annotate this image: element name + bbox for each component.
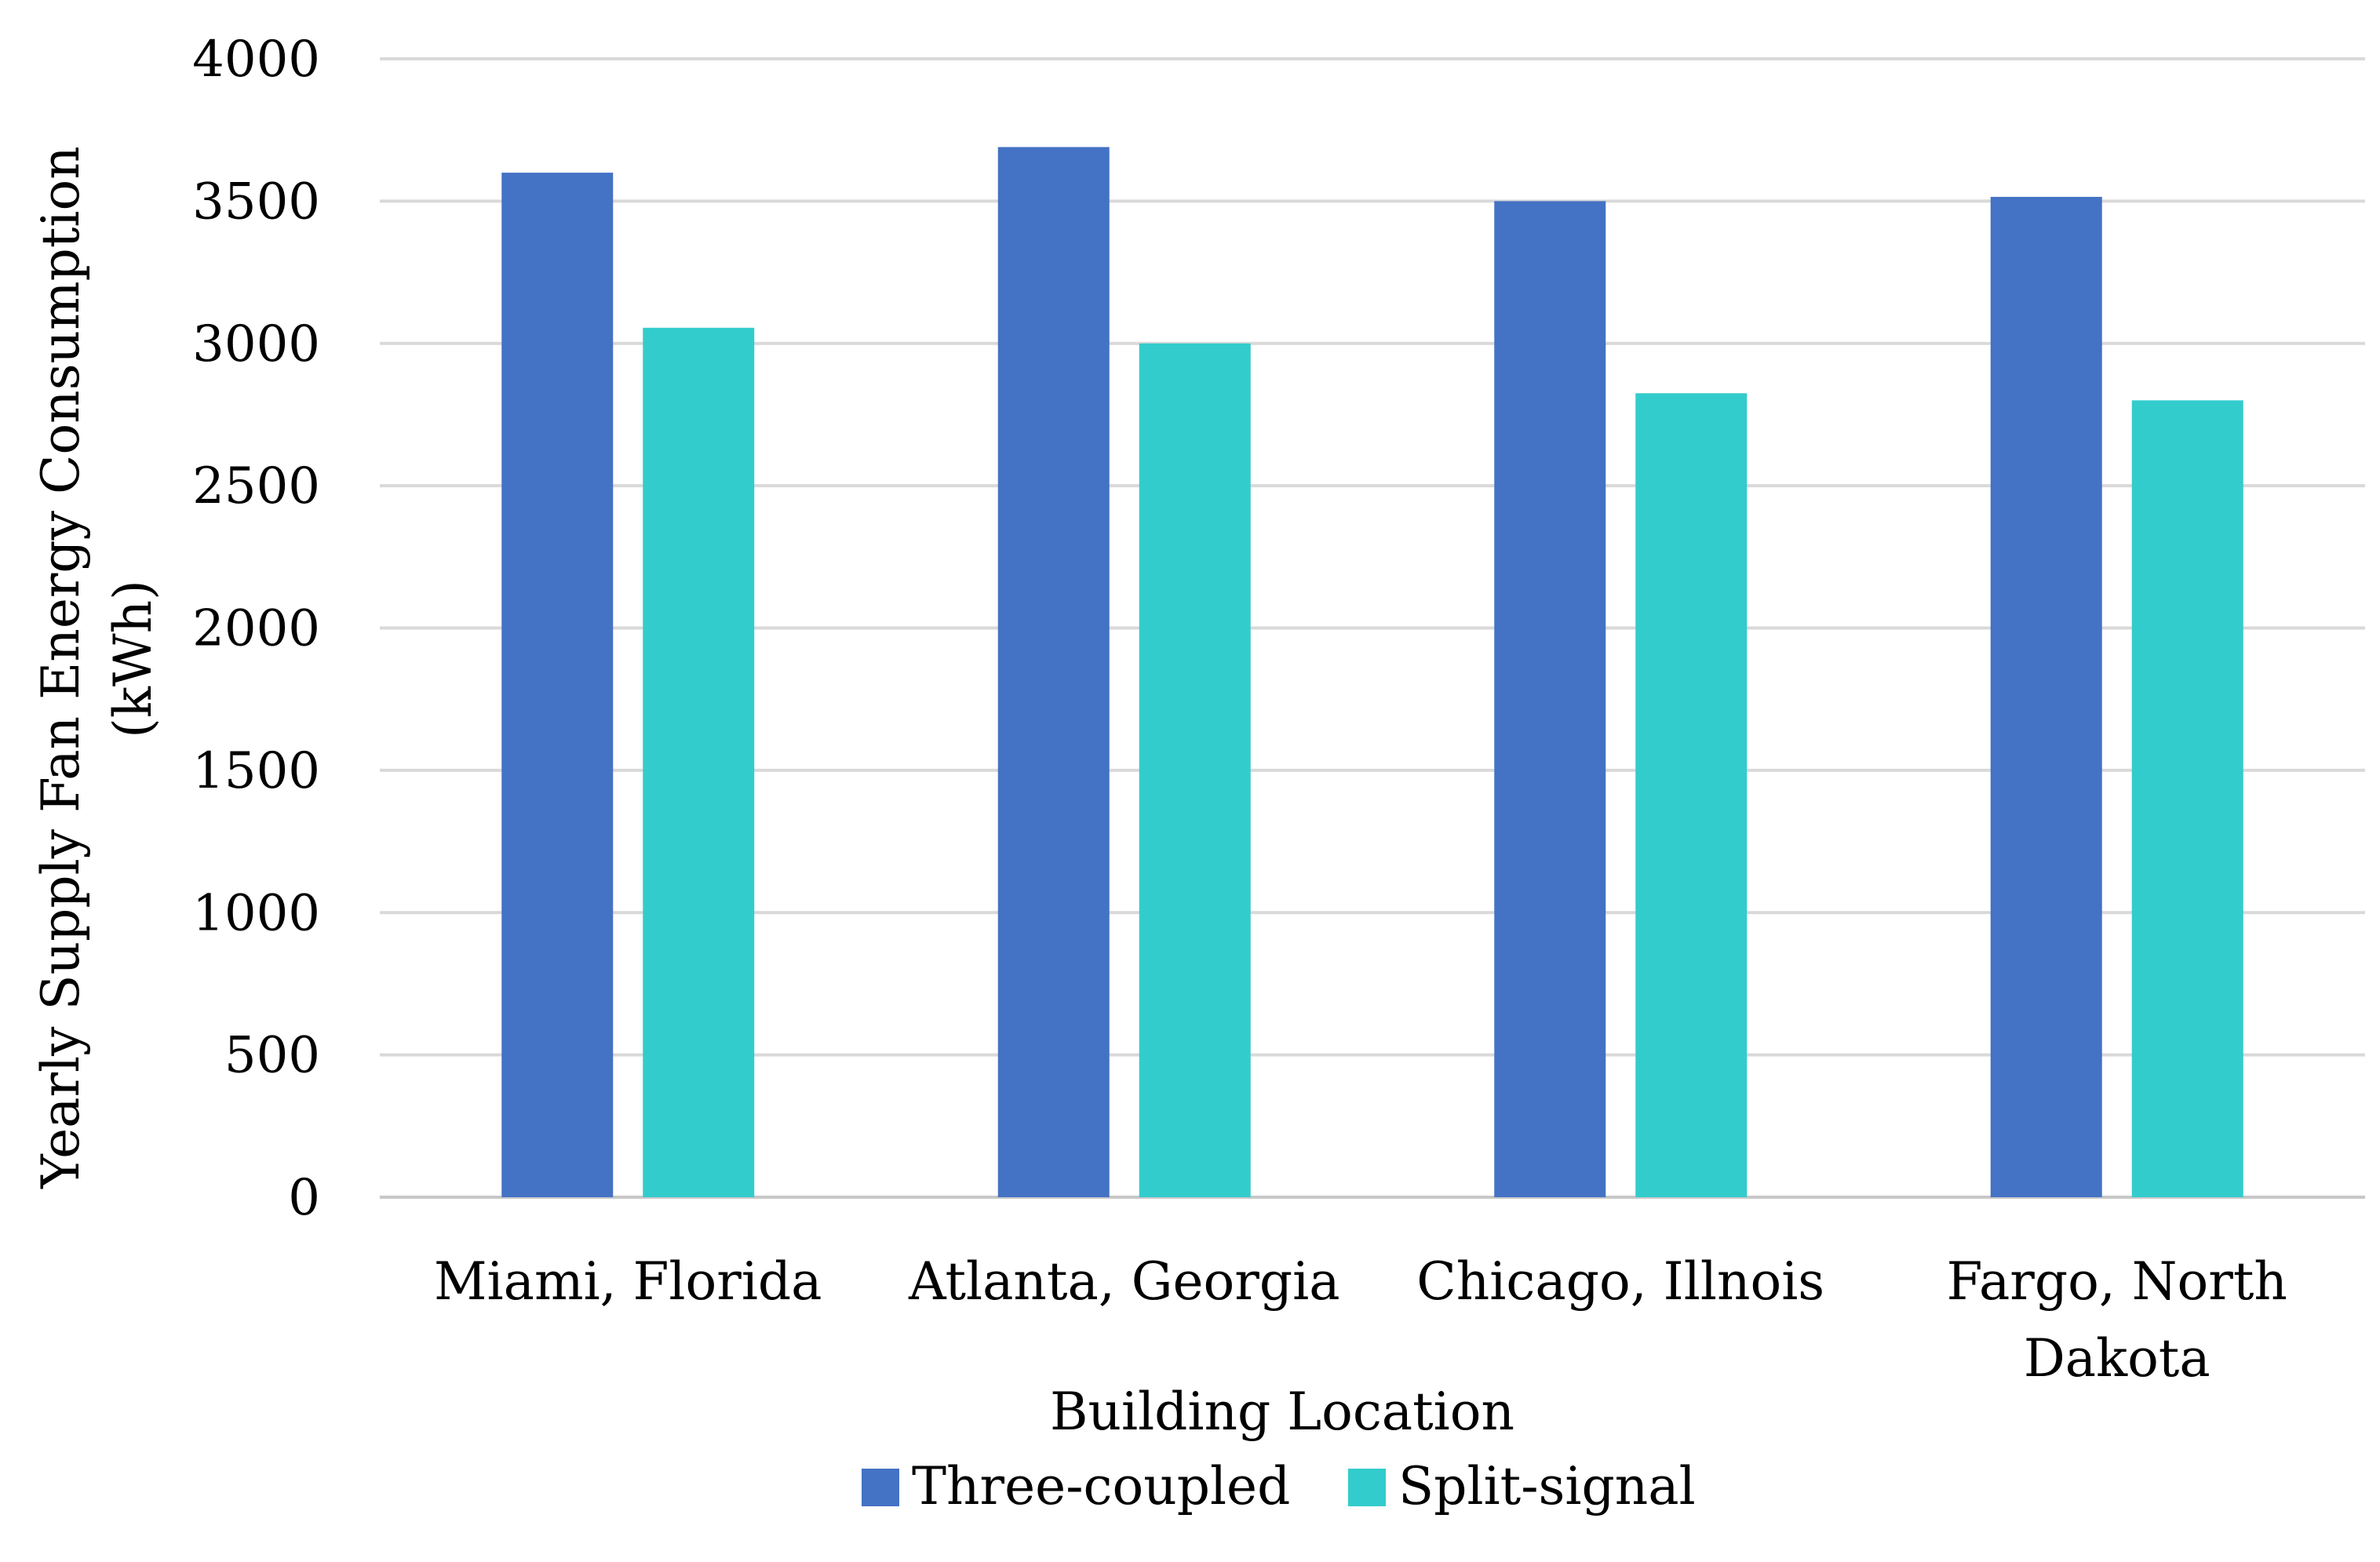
y-axis-title: Yearly Supply Fan Energy Consumption (kW… bbox=[31, 129, 163, 1189]
legend-swatch-split-signal bbox=[1348, 1469, 1386, 1506]
bar-split-signal bbox=[1635, 393, 1748, 1198]
y-axis-title-line-1: Yearly Supply Fan Energy Consumption bbox=[31, 146, 91, 1189]
bars bbox=[501, 147, 2243, 1198]
y-axis-title-line-2: (kWh) bbox=[103, 580, 163, 738]
x-axis-categories: Miami, Florida Atlanta, Georgia Chicago, I… bbox=[434, 1251, 2287, 1389]
x-category-label: Miami, Florida bbox=[434, 1251, 822, 1312]
y-tick-label: 1500 bbox=[192, 742, 320, 800]
y-tick-label: 4000 bbox=[192, 31, 320, 89]
x-category-label: Fargo, North Dakota bbox=[1947, 1251, 2287, 1389]
bar-three-coupled bbox=[501, 173, 614, 1198]
y-tick-label: 500 bbox=[224, 1027, 320, 1085]
x-category-label-line: Fargo, North bbox=[1947, 1251, 2287, 1312]
x-category-label-line: Miami, Florida bbox=[434, 1251, 822, 1312]
x-category-label-line: Dakota bbox=[2024, 1328, 2211, 1389]
legend-swatch-three-coupled bbox=[862, 1469, 899, 1506]
bar-split-signal bbox=[2131, 400, 2243, 1197]
y-axis-ticks: 0 500 1000 1500 2000 2500 3000 3500 4000 bbox=[192, 31, 320, 1227]
x-category-label: Atlanta, Georgia bbox=[908, 1251, 1340, 1312]
y-tick-label: 2500 bbox=[192, 457, 320, 515]
bar-split-signal bbox=[643, 327, 755, 1198]
y-tick-label: 0 bbox=[288, 1169, 320, 1227]
x-category-label-line: Chicago, Illnois bbox=[1416, 1251, 1824, 1312]
legend: Three-coupled Split-signal bbox=[862, 1456, 1696, 1516]
bar-split-signal bbox=[1139, 343, 1251, 1197]
bar-three-coupled bbox=[1990, 196, 2102, 1198]
y-tick-label: 2000 bbox=[192, 600, 320, 658]
y-tick-label: 3000 bbox=[192, 315, 320, 373]
x-category-label: Chicago, Illnois bbox=[1416, 1251, 1824, 1312]
legend-label: Split-signal bbox=[1398, 1456, 1696, 1516]
y-tick-label: 3500 bbox=[192, 173, 320, 231]
x-axis-title: Building Location bbox=[1050, 1382, 1514, 1442]
legend-label: Three-coupled bbox=[912, 1456, 1290, 1516]
bar-three-coupled bbox=[997, 147, 1110, 1197]
y-tick-label: 1000 bbox=[192, 884, 320, 942]
bar-three-coupled bbox=[1494, 201, 1606, 1197]
x-category-label-line: Atlanta, Georgia bbox=[908, 1251, 1340, 1312]
